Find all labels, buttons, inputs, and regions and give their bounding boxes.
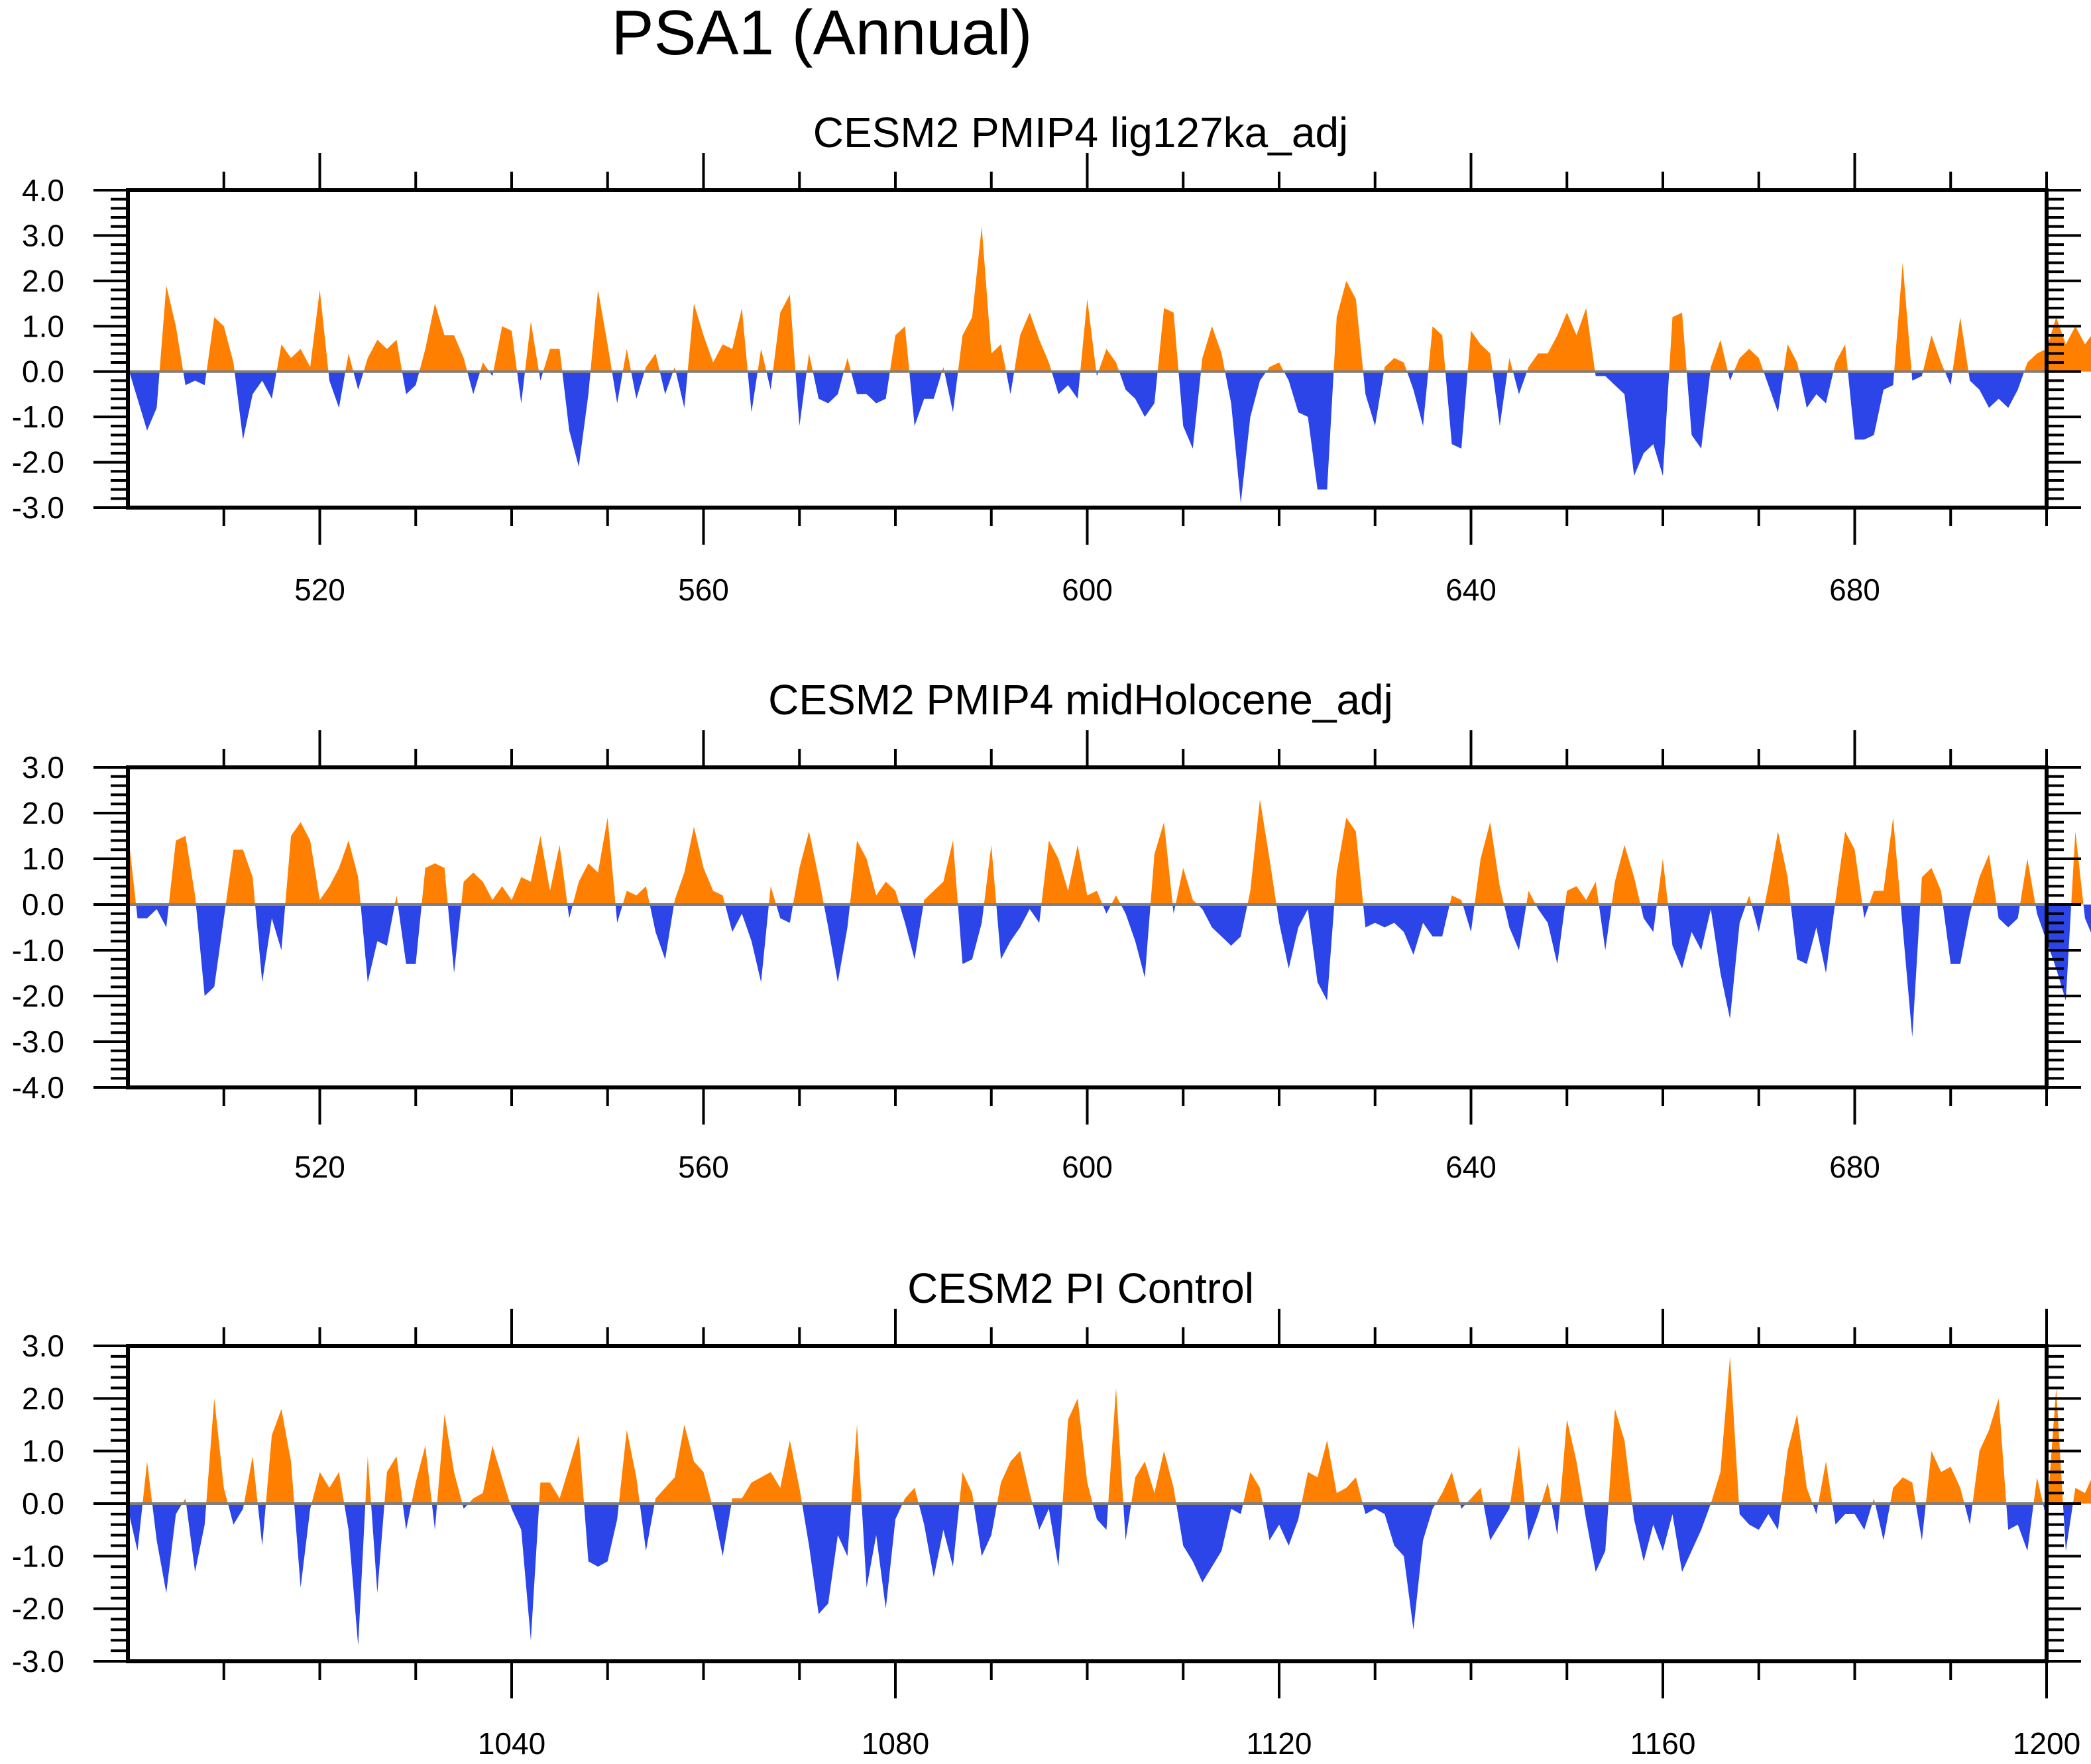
panel-title: CESM2 PMIP4 lig127ka_adj (813, 109, 1349, 156)
panel-title: CESM2 PI Control (907, 1264, 1254, 1312)
positive-area (128, 1356, 2091, 1504)
y-tick-label: -4.0 (12, 1070, 64, 1105)
x-tick-label: 1120 (1247, 1726, 1312, 1761)
y-tick-label: 4.0 (22, 173, 64, 207)
y-tick-label: 1.0 (22, 842, 64, 876)
y-tick-label: -3.0 (12, 1644, 64, 1679)
x-tick-label: 600 (1062, 573, 1113, 607)
y-tick-label: 3.0 (22, 750, 64, 785)
x-tick-label: 680 (1829, 1150, 1880, 1184)
y-tick-label: -3.0 (12, 490, 64, 525)
y-tick-label: 3.0 (22, 1329, 64, 1363)
positive-area (128, 799, 2091, 905)
y-tick-label: 2.0 (22, 796, 64, 830)
x-tick-label: 600 (1062, 1150, 1113, 1184)
x-tick-label: 1160 (1630, 1726, 1696, 1761)
negative-area (128, 371, 2091, 504)
y-tick-label: 2.0 (22, 264, 64, 298)
y-tick-label: 0.0 (22, 887, 64, 922)
y-tick-label: 2.0 (22, 1381, 64, 1415)
x-tick-label: 640 (1445, 1150, 1497, 1184)
x-tick-label: 560 (678, 573, 729, 607)
y-tick-label: 1.0 (22, 309, 64, 343)
negative-area (128, 1504, 2091, 1646)
x-tick-label: 640 (1445, 573, 1497, 607)
y-tick-label: -2.0 (12, 445, 64, 480)
y-tick-label: -3.0 (12, 1024, 64, 1059)
x-tick-label: 1080 (862, 1726, 929, 1761)
y-tick-label: -1.0 (12, 400, 64, 434)
y-tick-label: -2.0 (12, 1592, 64, 1626)
y-tick-label: 0.0 (22, 1486, 64, 1521)
x-tick-label: 1040 (478, 1726, 545, 1761)
negative-area (128, 905, 2091, 1038)
x-tick-label: 680 (1829, 573, 1880, 607)
y-tick-label: -1.0 (12, 933, 64, 967)
x-tick-label: 520 (294, 573, 345, 607)
y-tick-label: -1.0 (12, 1539, 64, 1573)
y-tick-label: 3.0 (22, 218, 64, 252)
positive-area (128, 226, 2091, 372)
x-tick-label: 1200 (2013, 1726, 2080, 1761)
panel-2: CESM2 PMIP4 midHolocene_adj 520 560 600 640 6… (12, 676, 2091, 1184)
x-tick-label: 560 (678, 1150, 729, 1184)
panel-3: CESM2 PI Control 1040 1080 1120 1160 1200 -3.0… (12, 1264, 2091, 1761)
panel-title: CESM2 PMIP4 midHolocene_adj (768, 676, 1393, 724)
y-tick-label: -2.0 (12, 979, 64, 1013)
x-tick-label: 520 (294, 1150, 345, 1184)
panel-1: CESM2 PMIP4 lig127ka_adj 520 560 600 640 680 -… (12, 109, 2091, 607)
y-tick-label: 0.0 (22, 355, 64, 389)
y-tick-label: 1.0 (22, 1434, 64, 1468)
figure-title: PSA1 (Annual) (611, 0, 1032, 68)
